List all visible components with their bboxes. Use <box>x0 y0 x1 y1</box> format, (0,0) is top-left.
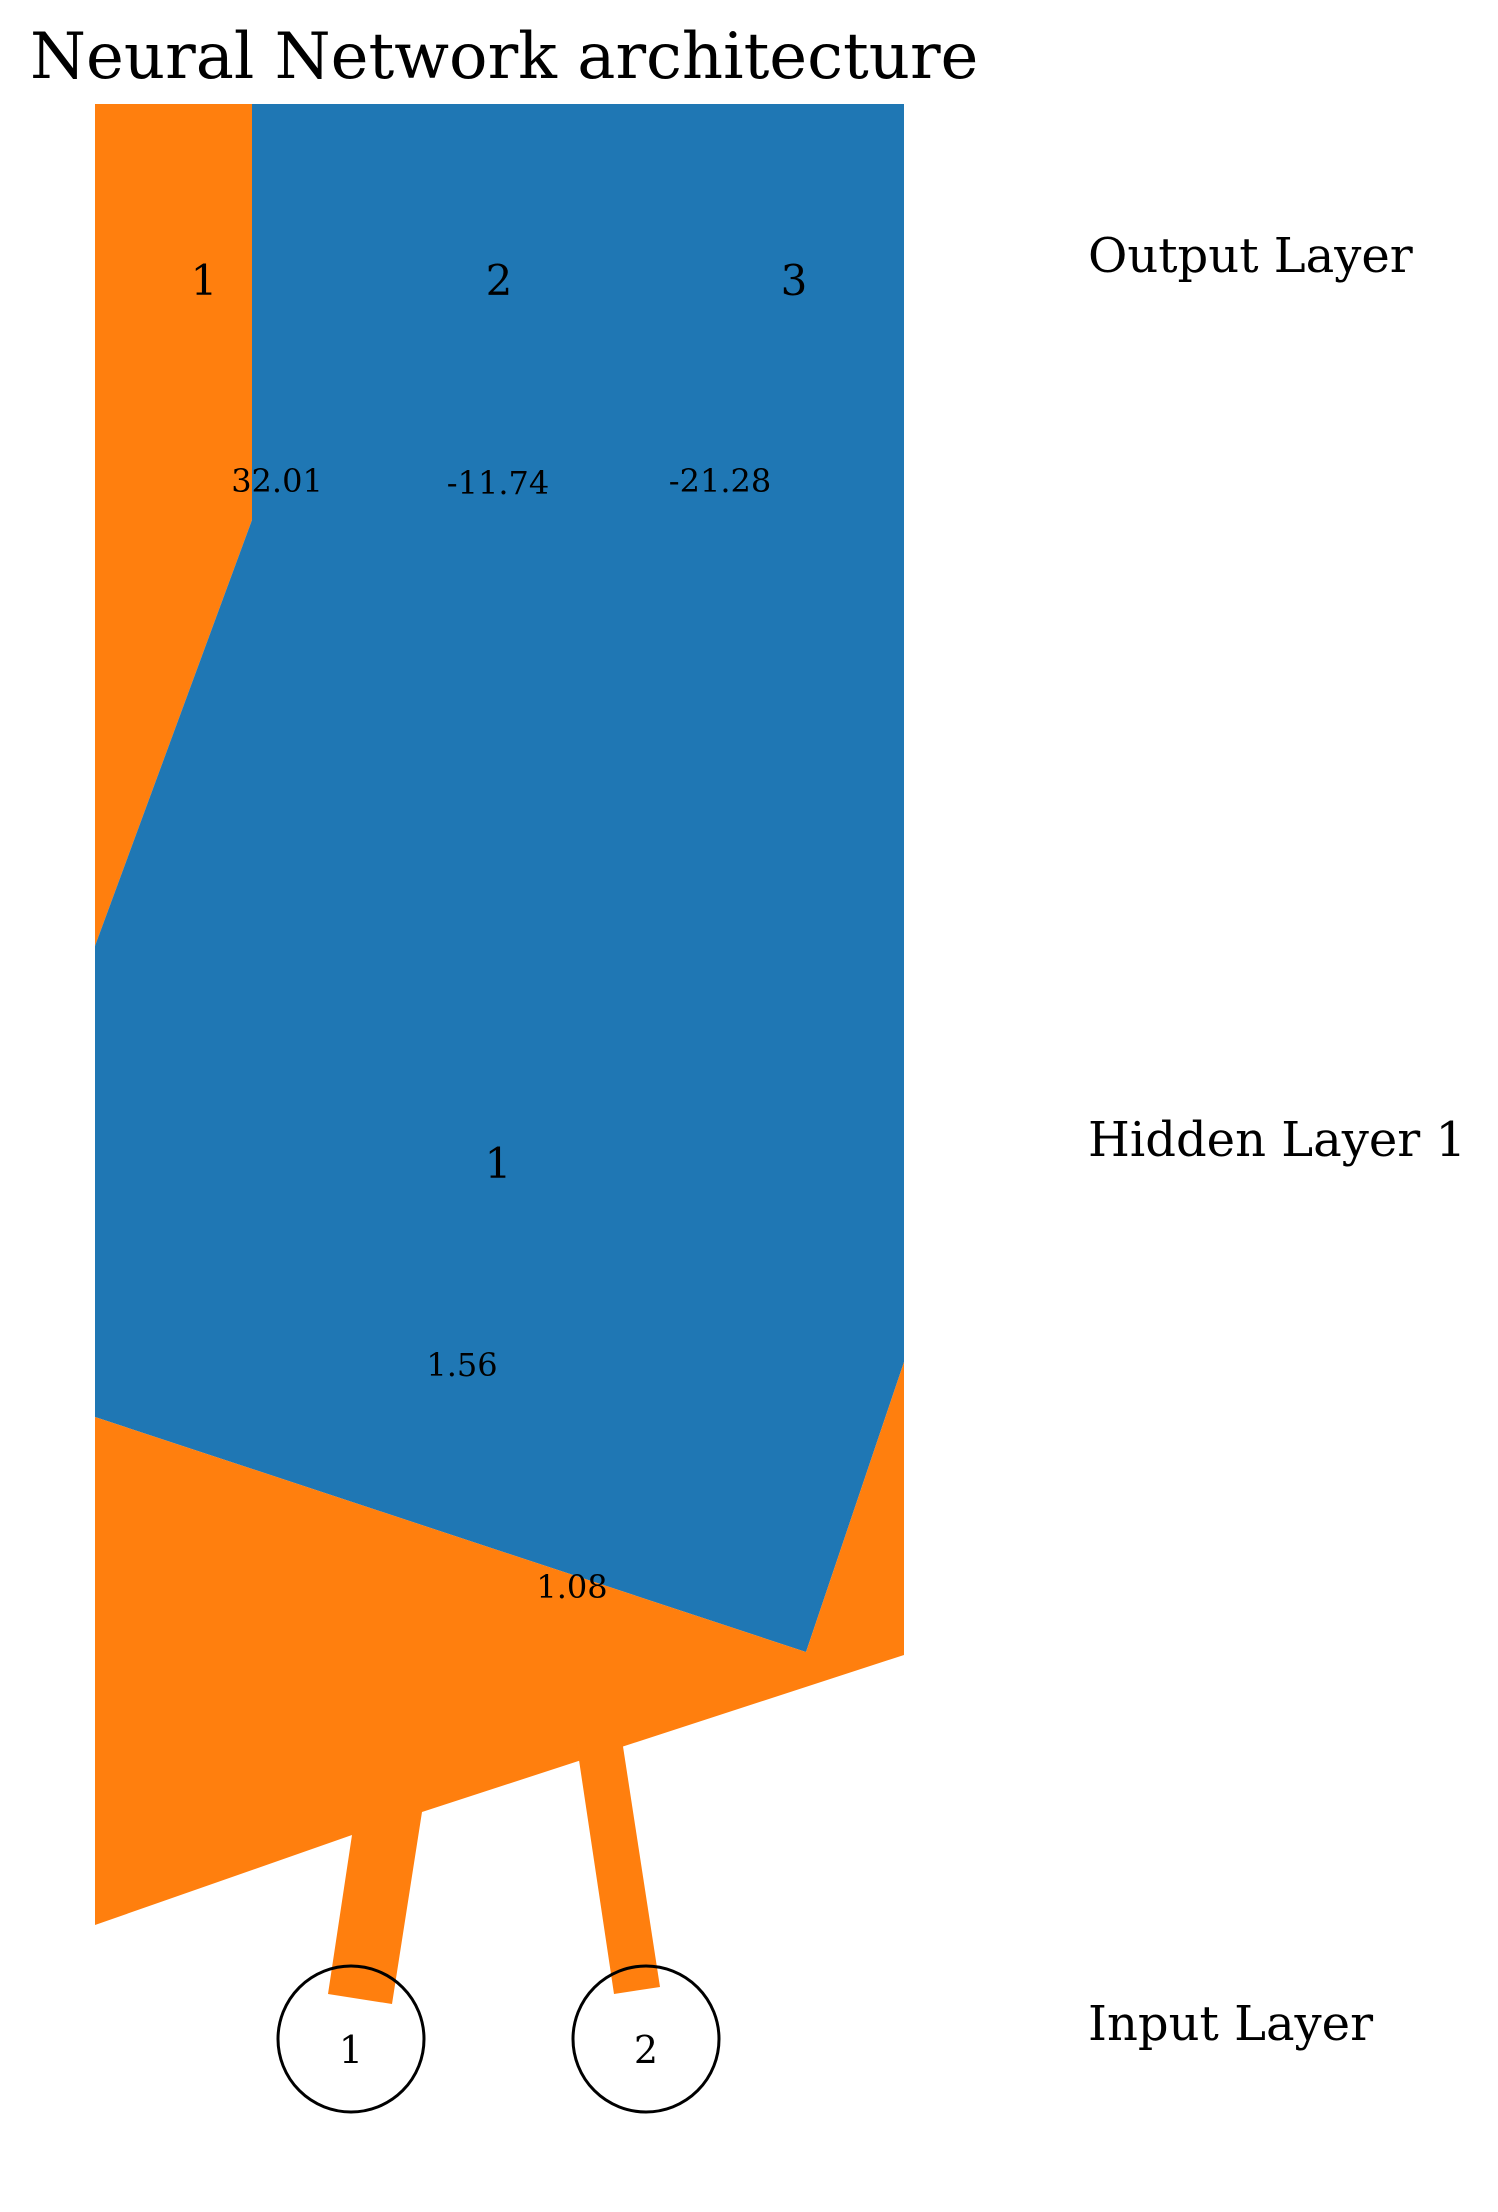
connection-hidden1-output2-3 <box>95 104 904 1652</box>
layer-label-input: Input Layer <box>1088 1996 1373 2052</box>
weight-label: 32.01 <box>231 462 323 500</box>
hidden-node-1: 1 <box>485 1139 512 1188</box>
layer-label-output: Output Layer <box>1088 228 1413 284</box>
weight-label: 1.08 <box>536 1568 607 1606</box>
input-node-2: 2 <box>634 2028 658 2072</box>
input-node-1-circle <box>276 1964 426 2114</box>
connection-hidden1-output1 <box>95 104 252 946</box>
layer-label-hidden: Hidden Layer 1 <box>1088 1112 1466 1168</box>
output-layer-nodes: 1 2 3 <box>191 256 808 305</box>
connection-input1-hidden1 <box>95 1362 904 2004</box>
input-node-2-circle <box>571 1964 721 2114</box>
input-node-1: 1 <box>339 2028 363 2072</box>
weight-label: -11.74 <box>447 464 549 502</box>
input-layer-nodes: 1 2 <box>276 1964 721 2114</box>
weight-label: 1.56 <box>426 1346 497 1384</box>
output-node-3: 3 <box>781 256 808 305</box>
output-node-1: 1 <box>191 256 218 305</box>
weight-labels: 32.01 -11.74 -21.28 1.56 1.08 <box>231 462 771 1606</box>
output-node-2: 2 <box>486 256 513 305</box>
weight-label: -21.28 <box>669 462 771 500</box>
connections <box>95 104 904 2004</box>
layer-labels: Output Layer Hidden Layer 1 Input Layer <box>1088 228 1466 2052</box>
connection-input2-hidden1 <box>576 1740 660 1994</box>
diagram-title: Neural Network architecture <box>30 20 978 94</box>
